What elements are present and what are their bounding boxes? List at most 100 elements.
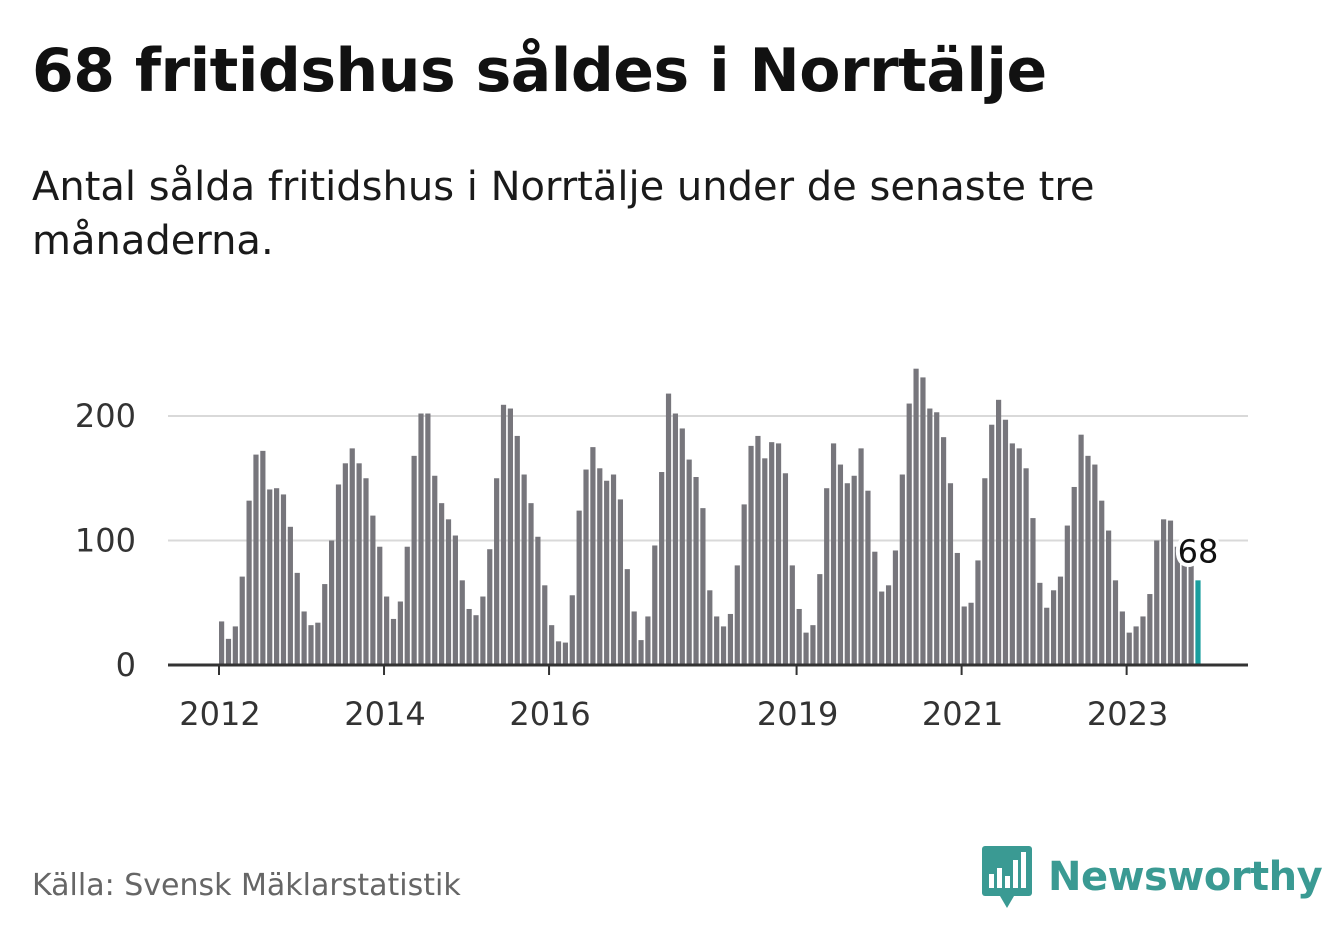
bar xyxy=(466,608,472,665)
bar xyxy=(500,404,507,665)
bar-chart: 0 100 200 2012 2014 2016 2019 2021 2023 68 xyxy=(75,368,1248,733)
bar xyxy=(1037,582,1043,665)
highlight-bar xyxy=(1195,580,1201,665)
bar xyxy=(762,458,768,665)
bar xyxy=(1099,500,1105,665)
bar xyxy=(590,447,596,665)
bar xyxy=(549,625,555,665)
bar xyxy=(954,552,960,665)
bar xyxy=(1016,448,1022,665)
bar xyxy=(879,591,885,665)
bars xyxy=(219,368,1201,665)
bar xyxy=(555,641,562,665)
bar xyxy=(1188,565,1194,665)
bar xyxy=(232,626,238,665)
bar xyxy=(865,490,871,665)
bar xyxy=(1140,616,1146,665)
bar xyxy=(280,494,287,665)
bar xyxy=(796,608,802,665)
bar xyxy=(363,478,369,665)
bar xyxy=(817,574,823,665)
axes: 0 100 200 2012 2014 2016 2019 2021 2023 68 xyxy=(75,397,1248,733)
bar xyxy=(1057,576,1064,665)
bar xyxy=(638,640,644,665)
bar xyxy=(824,488,830,665)
source-note: Källa: Svensk Mäklarstatistik xyxy=(32,868,461,903)
bar xyxy=(995,399,1002,665)
bar xyxy=(803,632,809,665)
bar xyxy=(452,535,458,665)
bar xyxy=(569,595,575,665)
bar xyxy=(246,500,252,665)
bar xyxy=(617,499,624,665)
bar xyxy=(1126,632,1132,665)
bar xyxy=(686,459,692,665)
bar xyxy=(693,477,699,665)
bar xyxy=(775,443,782,665)
brand-name: Newsworthy xyxy=(1048,854,1322,900)
x-tick-label: 2021 xyxy=(922,695,1003,733)
bar xyxy=(1009,443,1015,665)
bar xyxy=(899,474,905,665)
bar xyxy=(734,565,740,665)
bar xyxy=(397,601,403,665)
bar xyxy=(507,408,513,665)
bar xyxy=(1078,434,1084,665)
bar xyxy=(1030,518,1036,665)
bar xyxy=(920,377,926,665)
bar xyxy=(473,615,479,665)
bar xyxy=(439,503,445,665)
bar xyxy=(411,455,417,665)
bar xyxy=(1161,519,1167,665)
x-tick-label: 2019 xyxy=(757,695,838,733)
bar xyxy=(576,510,582,665)
bar xyxy=(707,590,713,665)
bar xyxy=(597,468,603,665)
bar xyxy=(1044,607,1050,665)
bar xyxy=(583,469,589,665)
bar xyxy=(267,489,273,665)
bar xyxy=(521,474,527,665)
bar xyxy=(1050,590,1057,665)
brand-logo[interactable]: Newsworthy xyxy=(982,846,1322,908)
x-tick-label: 2014 xyxy=(344,695,425,733)
bar xyxy=(679,428,685,665)
bar xyxy=(528,503,534,665)
bar xyxy=(329,540,335,665)
bar xyxy=(830,443,837,665)
bar xyxy=(892,550,899,665)
bar xyxy=(377,546,383,665)
bar xyxy=(961,606,967,665)
bar xyxy=(342,463,348,665)
bar xyxy=(487,549,493,665)
bar xyxy=(755,435,761,665)
bar xyxy=(645,616,651,665)
bar xyxy=(335,484,342,665)
bar xyxy=(665,393,672,665)
bar xyxy=(975,560,981,665)
bar xyxy=(239,576,245,665)
bar xyxy=(356,463,362,665)
bar xyxy=(844,483,850,665)
bar xyxy=(514,435,520,665)
bar xyxy=(672,413,679,665)
bar xyxy=(872,551,878,665)
bar xyxy=(349,448,355,665)
bar xyxy=(934,412,940,665)
bar xyxy=(370,515,376,665)
bar xyxy=(1085,455,1091,665)
newsworthy-logo-icon xyxy=(982,846,1032,908)
bar xyxy=(940,437,947,665)
bar xyxy=(748,445,754,665)
bar xyxy=(1167,520,1174,665)
bar xyxy=(604,480,610,665)
bar xyxy=(631,611,637,665)
bar xyxy=(294,572,300,665)
bar xyxy=(494,478,500,665)
bar xyxy=(384,596,390,665)
y-tick-label: 200 xyxy=(75,397,136,435)
bar xyxy=(1064,525,1070,665)
x-tick-label: 2012 xyxy=(179,695,260,733)
bar xyxy=(851,475,857,665)
y-tick-label: 100 xyxy=(75,522,136,560)
